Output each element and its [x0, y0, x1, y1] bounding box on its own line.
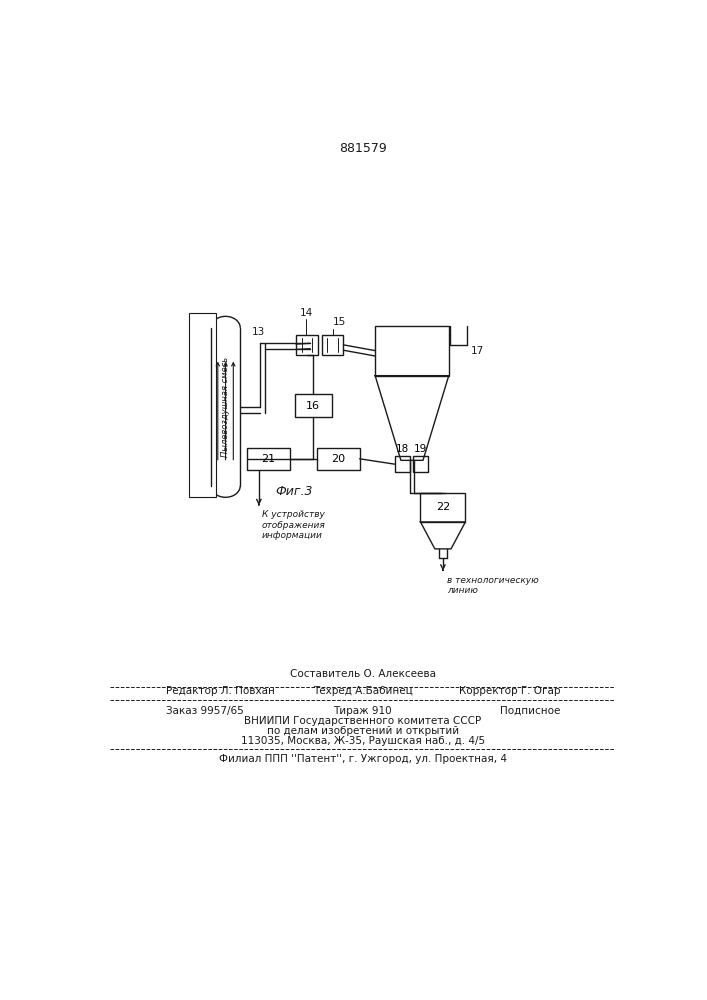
Text: Пылевоздушная смесь: Пылевоздушная смесь [221, 357, 230, 457]
Text: Тираж 910: Тираж 910 [334, 706, 392, 716]
Text: 19: 19 [414, 444, 427, 454]
Text: 15: 15 [332, 317, 346, 327]
Text: 881579: 881579 [339, 142, 387, 155]
Text: в технологическую
линию: в технологическую линию [447, 576, 539, 595]
Bar [322, 335, 344, 355]
Text: 21: 21 [262, 454, 276, 464]
Text: по делам изобретений и открытий: по делам изобретений и открытий [267, 726, 459, 736]
Text: Техред А.Бабинец: Техред А.Бабинец [313, 686, 413, 696]
Bar [296, 335, 317, 355]
Text: 13: 13 [252, 327, 264, 337]
Text: Составитель О. Алексеева: Составитель О. Алексеева [290, 669, 436, 679]
Text: Филиал ППП ''Патент'', г. Ужгород, ул. Проектная, 4: Филиал ППП ''Патент'', г. Ужгород, ул. П… [218, 754, 507, 764]
Text: Редактор Л. Повхан: Редактор Л. Повхан [166, 686, 275, 696]
Text: 113035, Москва, Ж-35, Раушская наб., д. 4/5: 113035, Москва, Ж-35, Раушская наб., д. … [240, 736, 485, 746]
Text: Подписное: Подписное [500, 706, 561, 716]
Bar [375, 326, 449, 376]
Text: Фиг.3: Фиг.3 [275, 485, 312, 498]
Text: ВНИИПИ Государственного комитета СССР: ВНИИПИ Государственного комитета СССР [244, 716, 481, 726]
Text: 17: 17 [470, 346, 484, 356]
Text: 22: 22 [436, 502, 450, 512]
Bar [247, 448, 290, 470]
Text: 18: 18 [396, 444, 409, 454]
Bar [421, 493, 465, 522]
Bar [413, 456, 428, 472]
Bar [317, 448, 360, 470]
Text: 20: 20 [332, 454, 346, 464]
Text: Корректор Г. Огар: Корректор Г. Огар [459, 686, 561, 696]
Text: 14: 14 [300, 308, 312, 318]
Bar [295, 394, 332, 417]
Text: 16: 16 [306, 401, 320, 411]
Bar [189, 312, 216, 497]
Text: Заказ 9957/65: Заказ 9957/65 [166, 706, 244, 716]
Bar [395, 456, 410, 472]
Text: К устройству
отображения
информации: К устройству отображения информации [262, 510, 326, 540]
